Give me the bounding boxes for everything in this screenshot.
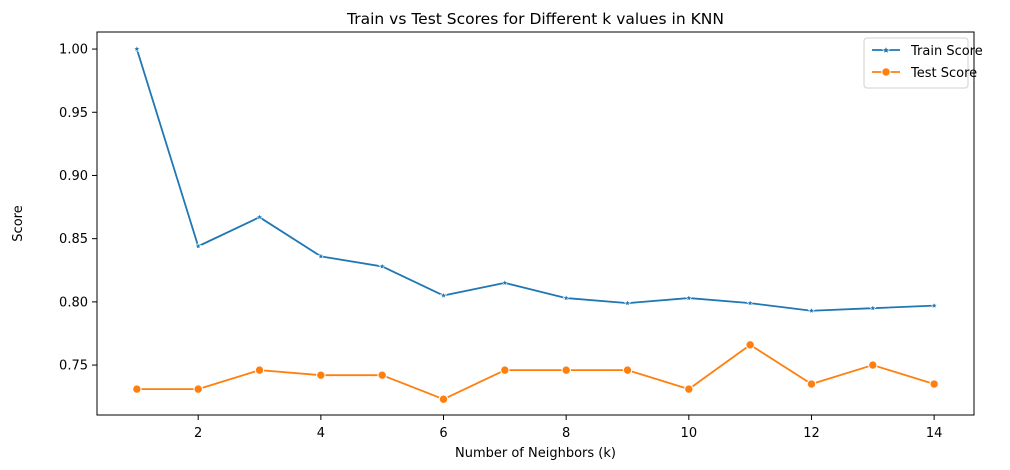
chart-title: Train vs Test Scores for Different k val…	[346, 10, 724, 28]
legend-train-marker	[881, 45, 891, 54]
x-axis-title: Number of Neighbors (k)	[455, 446, 616, 461]
train-score-point	[684, 294, 693, 302]
test-score-point	[377, 370, 387, 380]
y-tick-label: 0.95	[59, 106, 88, 121]
test-score-point	[929, 379, 939, 389]
plot-background	[97, 32, 974, 415]
x-axis: 2 4 6 8 10 12 14	[194, 415, 942, 441]
train-score-point	[439, 291, 448, 299]
test-score-point	[500, 365, 510, 375]
legend-test-label: Test Score	[910, 66, 977, 81]
test-score-point	[438, 394, 449, 404]
train-score-point	[930, 301, 938, 309]
test-score-line	[136, 343, 935, 401]
train-score-point	[562, 294, 571, 302]
plot-area	[97, 32, 974, 415]
x-tick-label: 4	[317, 426, 325, 441]
train-score-point	[623, 299, 632, 307]
train-score-line	[136, 48, 935, 312]
y-axis: 0.75 0.80 0.85 0.90 0.95 1.00	[59, 43, 97, 374]
series-lines	[136, 48, 935, 401]
train-score-point	[868, 304, 877, 312]
y-tick-label: 1.00	[59, 43, 88, 58]
test-score-point	[622, 365, 633, 375]
y-tick-label: 0.85	[59, 232, 88, 247]
test-score-point	[193, 384, 203, 394]
x-tick-label: 8	[562, 426, 570, 441]
test-score-point	[561, 365, 571, 375]
train-score-point	[807, 306, 816, 314]
test-score-point	[684, 384, 694, 394]
legend: Train Score Test Score	[863, 37, 983, 89]
y-axis-title: Score	[11, 205, 26, 241]
train-score-point	[194, 242, 203, 250]
x-tick-label: 6	[439, 426, 447, 441]
train-score-point	[378, 262, 387, 270]
test-score-point	[745, 340, 755, 350]
train-score-point	[317, 252, 325, 260]
plot-frame	[96, 31, 975, 416]
y-tick-label: 0.80	[59, 295, 88, 310]
x-tick-label: 14	[926, 426, 943, 441]
legend-test-marker	[881, 67, 891, 77]
train-score-point	[255, 213, 264, 221]
x-tick-label: 2	[194, 426, 202, 441]
test-score-point	[806, 379, 817, 389]
y-tick-label: 0.75	[59, 359, 88, 374]
y-tick-label: 0.90	[59, 169, 88, 184]
test-score-point	[316, 370, 326, 380]
x-tick-label: 10	[681, 426, 698, 441]
train-score-point	[133, 45, 141, 53]
x-tick-label: 12	[803, 426, 820, 441]
test-score-point	[132, 384, 142, 394]
legend-train-label: Train Score	[910, 44, 983, 59]
series-markers	[132, 45, 939, 404]
test-score-point	[868, 360, 878, 370]
train-score-point	[500, 278, 509, 287]
test-score-point	[254, 365, 265, 375]
train-score-point	[746, 299, 754, 307]
